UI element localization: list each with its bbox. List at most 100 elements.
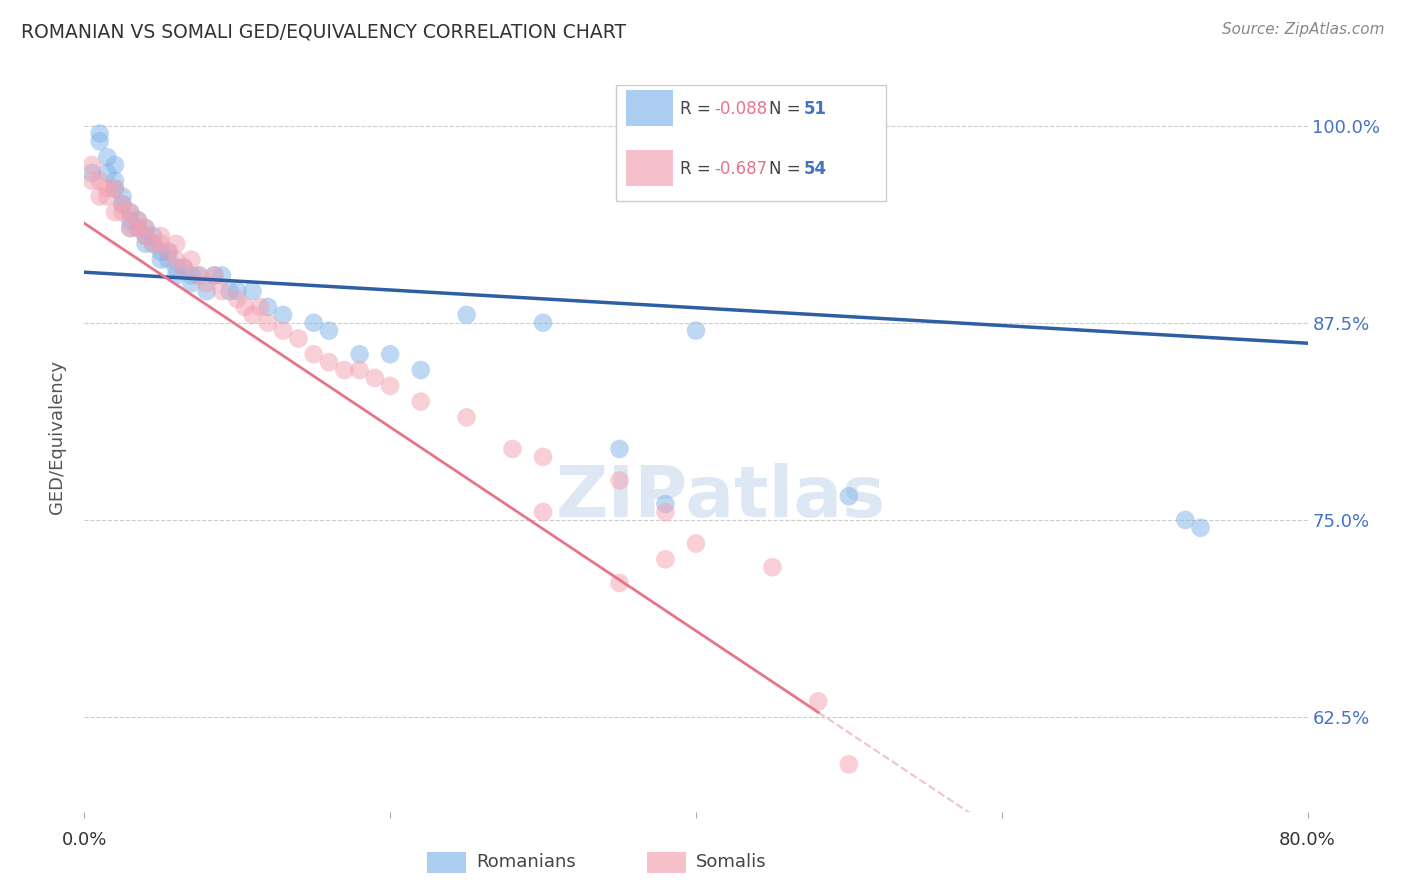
Point (149, 229, 172, 244)
Point (685, 536, 707, 550)
Text: R =: R = (681, 160, 716, 178)
Point (180, 268, 202, 283)
Text: ROMANIAN VS SOMALI GED/EQUIVALENCY CORRELATION CHART: ROMANIAN VS SOMALI GED/EQUIVALENCY CORRE… (21, 22, 626, 41)
Text: N =: N = (769, 160, 806, 178)
Text: N =: N = (769, 100, 806, 118)
Point (89, 127, 111, 141)
Point (226, 292, 249, 306)
Bar (427, 852, 465, 873)
Point (96, 166, 118, 180)
Point (202, 268, 225, 283)
Point (127, 221, 149, 235)
Point (380, 347, 402, 361)
Point (654, 505, 676, 519)
Point (257, 300, 280, 314)
Point (188, 268, 211, 283)
Point (202, 268, 225, 283)
Point (807, 694, 830, 708)
Point (609, 474, 631, 488)
Point (135, 221, 157, 235)
Bar (647, 852, 686, 873)
Point (80, 174, 103, 188)
Point (1189, 521, 1212, 535)
Bar (626, 90, 672, 126)
Point (149, 244, 172, 259)
Point (142, 236, 165, 251)
Point (531, 505, 554, 519)
Text: Romanians: Romanians (475, 853, 575, 871)
Point (104, 158, 127, 172)
Point (531, 316, 554, 330)
Point (211, 268, 233, 283)
Point (257, 316, 280, 330)
Point (111, 189, 134, 203)
Text: 0.0%: 0.0% (62, 830, 107, 848)
Point (135, 221, 157, 235)
Point (242, 308, 264, 322)
Text: -0.687: -0.687 (714, 160, 768, 178)
Point (104, 181, 127, 195)
Point (318, 324, 340, 338)
Point (838, 757, 860, 772)
Bar (626, 150, 672, 186)
Point (1174, 513, 1197, 527)
Point (120, 221, 142, 235)
Point (157, 244, 180, 259)
Point (609, 576, 631, 591)
Point (157, 252, 180, 267)
Point (89, 189, 111, 203)
Text: 80.0%: 80.0% (1279, 830, 1336, 848)
Point (364, 371, 387, 385)
Point (531, 450, 554, 464)
Point (149, 252, 172, 267)
Point (654, 552, 676, 566)
Point (89, 174, 111, 188)
Point (249, 300, 271, 314)
Point (104, 205, 127, 219)
Point (111, 197, 134, 211)
Point (149, 236, 172, 251)
Text: -0.088: -0.088 (714, 100, 768, 118)
Point (80, 166, 103, 180)
Point (165, 268, 187, 283)
Point (409, 394, 432, 409)
Text: Source: ZipAtlas.com: Source: ZipAtlas.com (1222, 22, 1385, 37)
Point (609, 442, 631, 456)
Point (96, 181, 118, 195)
Point (157, 244, 180, 259)
Point (104, 174, 127, 188)
Point (120, 221, 142, 235)
Point (195, 277, 218, 291)
Point (142, 236, 165, 251)
Point (318, 355, 340, 369)
Point (80, 158, 103, 172)
Point (271, 324, 294, 338)
Point (135, 229, 157, 244)
Point (333, 363, 356, 377)
Point (120, 205, 142, 219)
Point (685, 324, 707, 338)
Text: R =: R = (681, 100, 716, 118)
Point (120, 205, 142, 219)
Point (127, 221, 149, 235)
Point (380, 379, 402, 393)
Point (96, 189, 118, 203)
Text: Somalis: Somalis (696, 853, 766, 871)
Point (242, 284, 264, 298)
Point (302, 316, 325, 330)
Point (173, 260, 195, 275)
Point (89, 134, 111, 148)
Point (127, 213, 149, 227)
Point (111, 205, 134, 219)
Point (135, 236, 157, 251)
Point (165, 252, 187, 267)
Point (271, 308, 294, 322)
Point (226, 284, 249, 298)
Point (127, 213, 149, 227)
Text: 54: 54 (804, 160, 827, 178)
Point (233, 300, 256, 314)
Point (104, 181, 127, 195)
Point (302, 347, 325, 361)
Point (211, 284, 233, 298)
Point (349, 363, 371, 377)
